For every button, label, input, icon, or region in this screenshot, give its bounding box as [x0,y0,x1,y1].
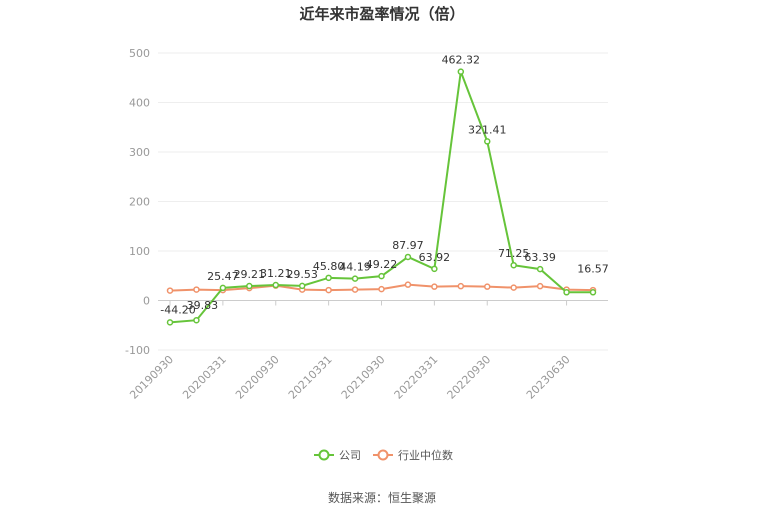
data-label-company: 321.41 [468,123,507,136]
data-point-industry[interactable] [351,286,359,293]
data-point-industry[interactable] [431,283,438,290]
y-tick-label: 100 [129,245,150,258]
data-point-company[interactable] [404,253,412,261]
x-tick-label: 20230630 [524,353,573,402]
data-point-company[interactable] [563,289,570,296]
data-point-company[interactable] [272,281,279,289]
y-axis: -100 0 100 200 300 400 500 [125,47,150,357]
gridlines [158,52,608,351]
series-line-company [169,71,593,324]
data-point-industry[interactable] [193,286,200,293]
y-tick-label: 0 [143,295,150,308]
data-point-industry[interactable] [404,281,412,288]
data-point-industry[interactable] [457,282,465,290]
data-point-company[interactable] [351,275,359,282]
data-label-company: 71.25 [498,247,530,260]
legend-item-industry[interactable]: 行业中位数 [373,448,453,462]
data-point-company[interactable] [166,319,174,326]
data-point-industry[interactable] [325,286,332,294]
data-label-company: -44.20 [160,303,195,316]
y-tick-label: 200 [129,196,150,209]
data-point-company[interactable] [536,265,544,273]
data-point-industry[interactable] [166,287,174,294]
data-point-company[interactable] [457,68,465,75]
series-lines [166,68,597,326]
data-label-company: 87.97 [392,239,424,252]
data-point-industry[interactable] [536,282,544,290]
data-point-industry[interactable] [484,283,491,290]
x-tick-label: 20210331 [286,353,335,402]
legend-label-industry: 行业中位数 [398,448,453,462]
x-tick-label: 20210930 [339,353,388,402]
legend-item-company[interactable]: 公司 [314,449,361,462]
chart-title: 近年来市盈率情况（倍） [299,5,464,23]
data-label-company: 63.39 [524,251,556,264]
data-point-company[interactable] [589,289,597,296]
y-tick-label: 400 [129,97,150,110]
x-tick-label: 20220930 [445,353,494,402]
data-point-company[interactable] [431,265,438,273]
y-tick-label: -100 [125,344,150,357]
data-label-company: 63.92 [419,251,451,264]
x-tick-label: 20190930 [127,353,176,402]
data-labels: -44.20-39.83 25.4729.2131.2129.5345.8044.… [160,54,608,317]
data-label-company: 45.80 [313,260,345,273]
data-label-company: 16.57 [577,262,609,275]
data-label-company: -39.83 [183,299,218,312]
data-point-industry[interactable] [378,285,385,293]
data-label-company: 25.47 [207,270,239,283]
data-label-company: 44.19 [339,261,371,274]
data-label-company: 29.53 [286,268,318,281]
y-tick-label: 300 [129,146,150,159]
data-label-company: 31.21 [260,267,292,280]
x-tick-label: 20200331 [180,353,229,402]
data-label-company: 49.22 [366,258,398,271]
data-label-company: 29.21 [234,268,266,281]
legend-label-company: 公司 [339,449,361,462]
data-point-company[interactable] [193,316,200,324]
data-point-industry[interactable] [510,284,517,291]
x-tick-label: 20200930 [233,353,282,402]
legend-marker-industry [377,449,389,461]
data-point-company[interactable] [510,261,517,269]
data-label-company: 462.32 [442,54,481,67]
legend: 公司 行业中位数 [314,448,453,462]
data-point-company[interactable] [325,274,332,282]
source-label: 数据来源：恒生聚源 [328,490,436,505]
data-point-company[interactable] [484,138,491,145]
x-tick-label: 20220331 [392,353,441,402]
data-point-company[interactable] [298,282,306,290]
data-point-company[interactable] [378,272,385,280]
legend-marker-company [318,449,330,461]
data-point-company[interactable] [219,284,227,292]
data-point-company[interactable] [246,282,253,290]
y-tick-label: 500 [129,47,150,60]
